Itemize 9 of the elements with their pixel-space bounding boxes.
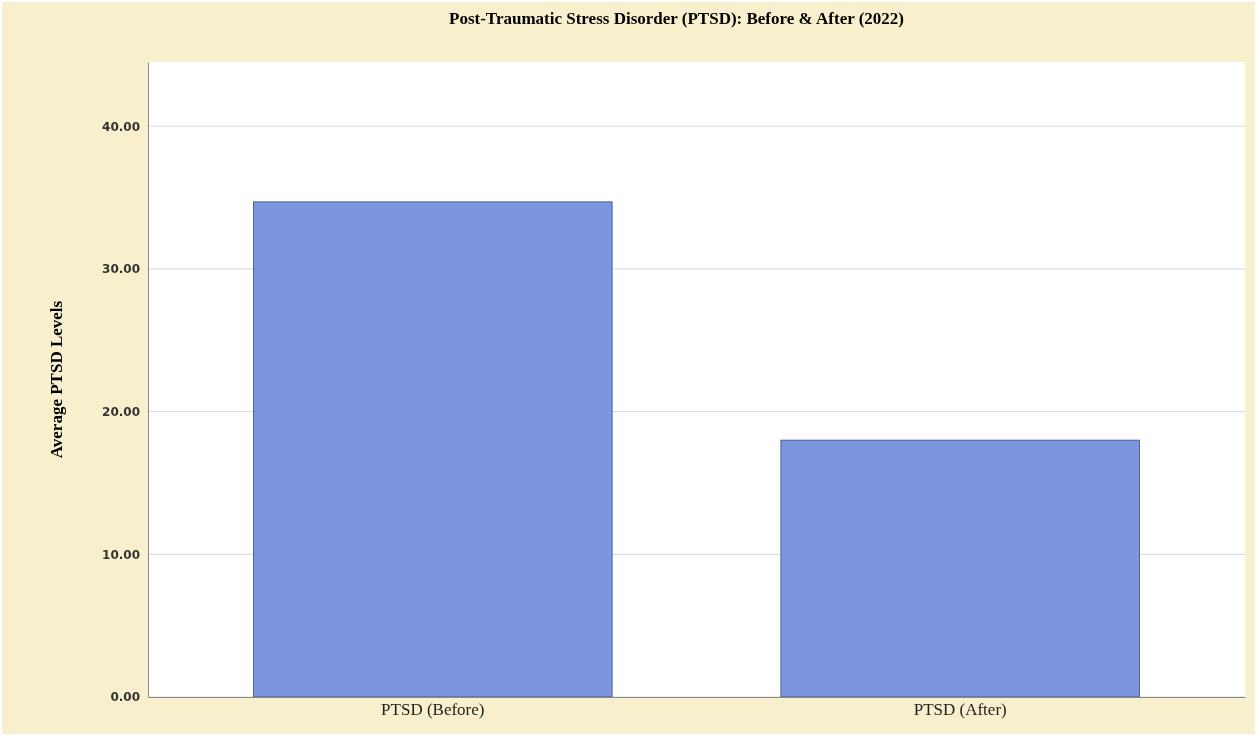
x-tick-label: PTSD (Before) [381,700,485,720]
y-tick-label: 10.00 [102,547,140,562]
y-axis-title: Average PTSD Levels [47,300,66,459]
y-tick-label: 40.00 [102,119,140,134]
y-tick-label: 20.00 [102,404,140,419]
x-tick-label: PTSD (After) [913,700,1007,720]
chart-title: Post-Traumatic Stress Disorder (PTSD): Before & After (2022) [449,9,904,28]
y-tick-label: 30.00 [102,262,140,277]
y-tick-label: 0.00 [110,690,140,705]
